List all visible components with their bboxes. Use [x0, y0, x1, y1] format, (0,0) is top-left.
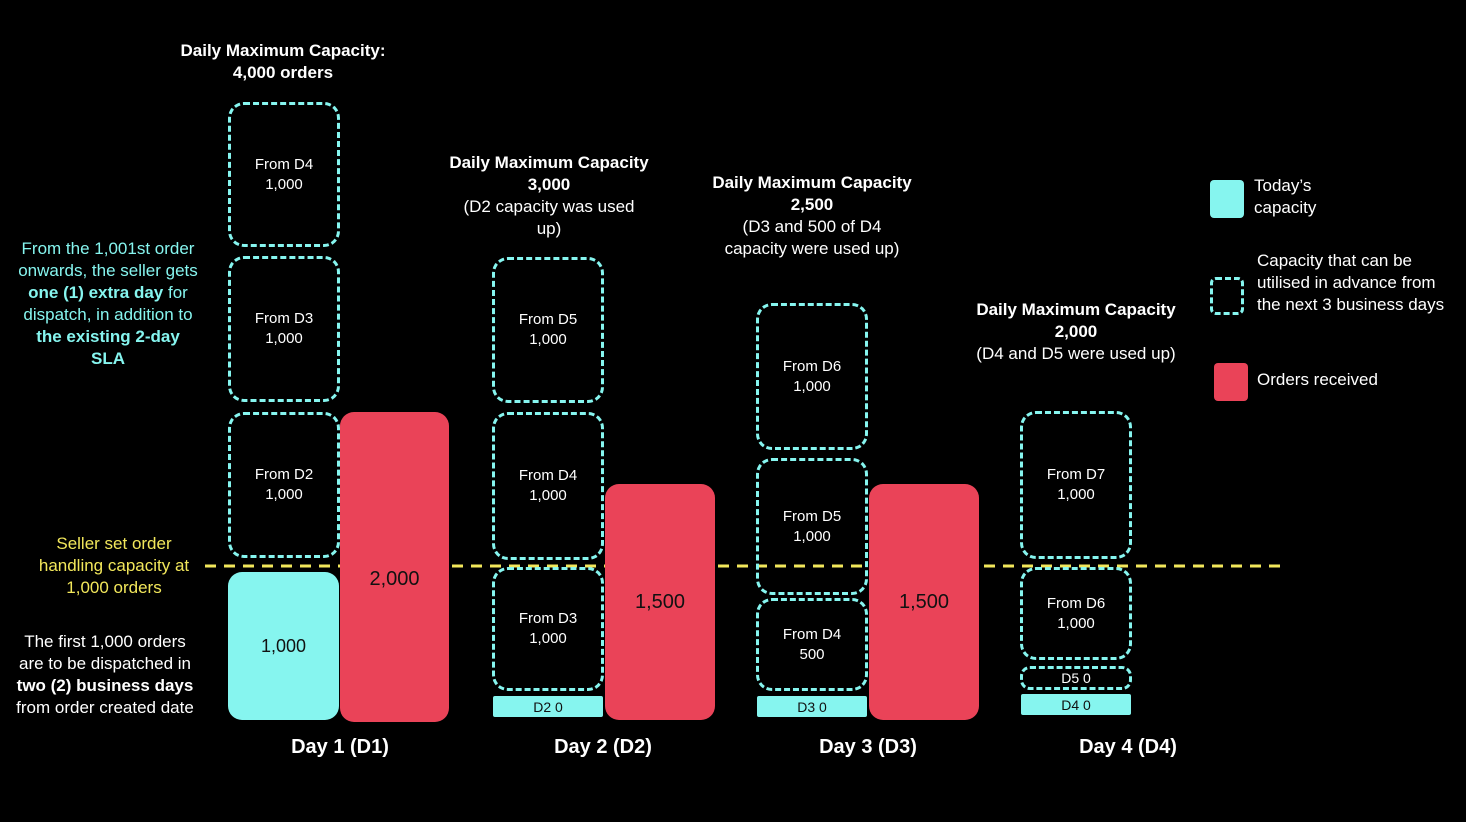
day2-advance-block-d4: From D4 1,000 — [492, 412, 604, 560]
day4-advance-block-d7: From D7 1,000 — [1020, 411, 1132, 559]
block-from: From D5 — [518, 311, 578, 328]
day4-advance-block-d5: D5 0 — [1020, 666, 1132, 690]
block-from: From D3 — [518, 610, 578, 627]
day4-label: Day 4 (D4) — [1079, 736, 1177, 758]
day4-header: Daily Maximum Capacity 2,000 (D4 and D5 … — [976, 300, 1176, 363]
day1-label: Day 1 (D1) — [291, 736, 389, 758]
block-from: From D4 — [254, 155, 314, 173]
day2-label: Day 2 (D2) — [554, 736, 652, 758]
day3-advance-block-d6: From D6 1,000 — [756, 303, 868, 450]
day1-advance-block-d3: From D3 1,000 — [228, 256, 340, 402]
block-from: From D6 — [782, 357, 842, 375]
day2-header: Daily Maximum Capacity 3,000 (D2 capacit… — [449, 153, 649, 238]
legend-swatch-orders-received — [1214, 363, 1248, 401]
legend-swatch-advance-capacity — [1210, 277, 1244, 315]
extra-day-note: From the 1,001st order onwards, the sell… — [18, 239, 198, 368]
block-value: 1,000 — [265, 486, 303, 503]
day2-advance-block-d5: From D5 1,000 — [492, 257, 604, 403]
day2-advance-block-d3: From D3 1,000 — [492, 567, 604, 691]
block-value: 1,000 — [265, 330, 303, 347]
block-from: From D4 — [782, 625, 842, 643]
day1-advance-block-d2: From D2 1,000 — [228, 412, 340, 558]
block-value: 1,000 — [793, 377, 831, 395]
legend-label-todays-capacity: Today’s capacity — [1254, 176, 1317, 217]
block-from: From D2 — [254, 466, 314, 483]
block-from: From D3 — [254, 310, 314, 327]
legend: Today’s capacity Capacity that can be ut… — [1205, 175, 1460, 415]
two-day-sla-note: The first 1,000 orders are to be dispatc… — [16, 632, 194, 717]
day4-todays-capacity-strip: D4 0 — [1021, 694, 1131, 715]
day3-advance-block-d4: From D4 500 — [756, 598, 868, 691]
day3-todays-capacity-strip: D3 0 — [757, 696, 867, 717]
block-from: From D7 — [1046, 466, 1106, 483]
day3-label: Day 3 (D3) — [819, 736, 917, 758]
block-value: 1,000 — [1057, 486, 1095, 503]
block-value: 1,000 — [529, 487, 567, 504]
day1-header: Daily Maximum Capacity: 4,000 orders — [180, 41, 386, 82]
block-from: D5 0 — [1061, 670, 1091, 686]
day3-advance-block-d5: From D5 1,000 — [756, 458, 868, 595]
legend-label-advance-capacity: Capacity that can be utilised in advance… — [1257, 251, 1445, 314]
block-value: 1,000 — [529, 630, 567, 647]
block-value: 1,000 — [265, 175, 303, 193]
day3-orders-received-bar: 1,500 — [869, 484, 979, 720]
day2-orders-received-bar: 1,500 — [605, 484, 715, 720]
block-from: From D6 — [1046, 594, 1106, 612]
day1-advance-block-d4: From D4 1,000 — [228, 102, 340, 247]
threshold-note: Seller set order handling capacity at 1,… — [38, 534, 190, 597]
block-from: From D5 — [782, 507, 842, 525]
block-value: 500 — [799, 645, 825, 663]
block-value: 1,000 — [793, 527, 831, 545]
day2-todays-capacity-strip: D2 0 — [493, 696, 603, 717]
block-from: From D4 — [518, 467, 578, 484]
legend-swatch-todays-capacity — [1210, 180, 1244, 218]
block-value: 1,000 — [1057, 614, 1095, 632]
legend-label-orders-received: Orders received — [1257, 370, 1378, 389]
day1-todays-capacity-bar: 1,000 — [228, 572, 339, 720]
day1-orders-received-bar: 2,000 — [340, 412, 449, 722]
day3-header: Daily Maximum Capacity 2,500 (D3 and 500… — [712, 173, 912, 258]
day4-advance-block-d6: From D6 1,000 — [1020, 567, 1132, 660]
block-value: 1,000 — [529, 331, 567, 348]
